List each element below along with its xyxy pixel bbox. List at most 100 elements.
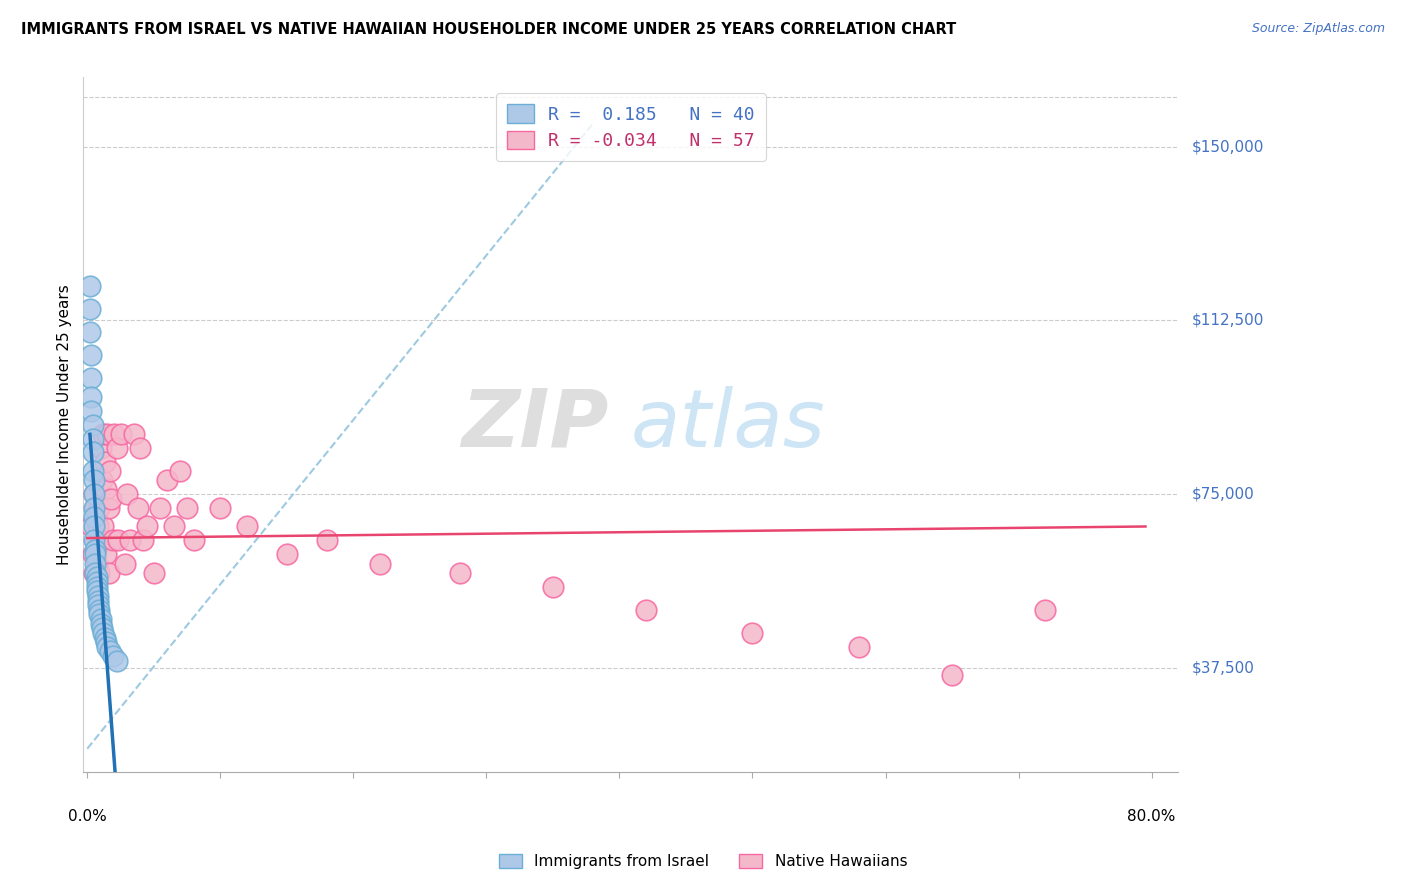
Point	[80, 348, 103, 362]
Point	[127, 500, 149, 515]
Point	[96, 640, 118, 654]
Point	[103, 426, 125, 441]
Point	[84, 500, 107, 515]
Point	[156, 473, 179, 487]
Point	[90, 612, 112, 626]
Point	[84, 557, 107, 571]
Point	[83, 487, 105, 501]
Point	[90, 441, 112, 455]
Point	[86, 510, 108, 524]
Point	[82, 432, 104, 446]
Point	[276, 547, 298, 561]
Point	[89, 603, 111, 617]
Point	[142, 566, 165, 580]
Point	[83, 533, 105, 548]
Point	[86, 557, 108, 571]
Point	[163, 519, 186, 533]
Point	[87, 519, 110, 533]
Text: $112,500: $112,500	[1192, 313, 1264, 328]
Point	[541, 580, 564, 594]
Point	[79, 301, 101, 316]
Point	[105, 654, 128, 668]
Point	[84, 547, 107, 561]
Point	[115, 487, 138, 501]
Point	[84, 533, 107, 548]
Point	[107, 533, 129, 548]
Point	[97, 566, 120, 580]
Point	[89, 500, 111, 515]
Point	[1033, 603, 1056, 617]
Point	[82, 547, 104, 561]
Text: $75,000: $75,000	[1192, 486, 1254, 501]
Point	[87, 538, 110, 552]
Point	[93, 631, 115, 645]
Point	[315, 533, 337, 548]
Text: ZIP: ZIP	[461, 385, 609, 464]
Point	[176, 500, 198, 515]
Point	[97, 500, 120, 515]
Point	[93, 455, 115, 469]
Point	[86, 575, 108, 590]
Point	[84, 542, 107, 557]
Point	[91, 426, 114, 441]
Point	[79, 325, 101, 339]
Point	[82, 445, 104, 459]
Point	[86, 570, 108, 584]
Point	[90, 533, 112, 548]
Point	[84, 566, 107, 580]
Text: $150,000: $150,000	[1192, 139, 1264, 154]
Point	[101, 533, 124, 548]
Point	[80, 519, 103, 533]
Point	[169, 464, 191, 478]
Point	[149, 500, 172, 515]
Point	[87, 598, 110, 612]
Point	[368, 557, 391, 571]
Point	[82, 464, 104, 478]
Point	[86, 584, 108, 599]
Point	[118, 533, 141, 548]
Point	[101, 649, 124, 664]
Point	[132, 533, 155, 548]
Point	[80, 371, 103, 385]
Point	[98, 644, 121, 658]
Point	[83, 519, 105, 533]
Point	[114, 557, 136, 571]
Point	[91, 626, 114, 640]
Point	[94, 635, 117, 649]
Point	[634, 603, 657, 617]
Point	[449, 566, 471, 580]
Point	[183, 533, 205, 548]
Point	[90, 616, 112, 631]
Point	[83, 487, 105, 501]
Point	[848, 640, 870, 654]
Point	[209, 500, 232, 515]
Text: Source: ZipAtlas.com: Source: ZipAtlas.com	[1251, 22, 1385, 36]
Point	[236, 519, 259, 533]
Point	[87, 589, 110, 603]
Point	[83, 473, 105, 487]
Point	[90, 621, 112, 635]
Point	[82, 417, 104, 432]
Y-axis label: Householder Income Under 25 years: Householder Income Under 25 years	[58, 285, 72, 565]
Point	[122, 426, 145, 441]
Point	[80, 403, 103, 417]
Point	[110, 426, 132, 441]
Point	[941, 667, 963, 681]
Legend: Immigrants from Israel, Native Hawaiians: Immigrants from Israel, Native Hawaiians	[492, 848, 914, 875]
Point	[136, 519, 159, 533]
Legend: R =  0.185   N = 40, R = -0.034   N = 57: R = 0.185 N = 40, R = -0.034 N = 57	[496, 94, 766, 161]
Point	[83, 500, 105, 515]
Text: atlas: atlas	[631, 385, 825, 464]
Point	[89, 566, 111, 580]
Point	[100, 491, 122, 506]
Point	[105, 441, 128, 455]
Point	[87, 593, 110, 607]
Text: IMMIGRANTS FROM ISRAEL VS NATIVE HAWAIIAN HOUSEHOLDER INCOME UNDER 25 YEARS CORR: IMMIGRANTS FROM ISRAEL VS NATIVE HAWAIIA…	[21, 22, 956, 37]
Point	[79, 278, 101, 293]
Point	[91, 519, 114, 533]
Point	[83, 510, 105, 524]
Point	[90, 473, 112, 487]
Text: 0.0%: 0.0%	[67, 809, 107, 824]
Text: 80.0%: 80.0%	[1128, 809, 1175, 824]
Point	[89, 607, 111, 622]
